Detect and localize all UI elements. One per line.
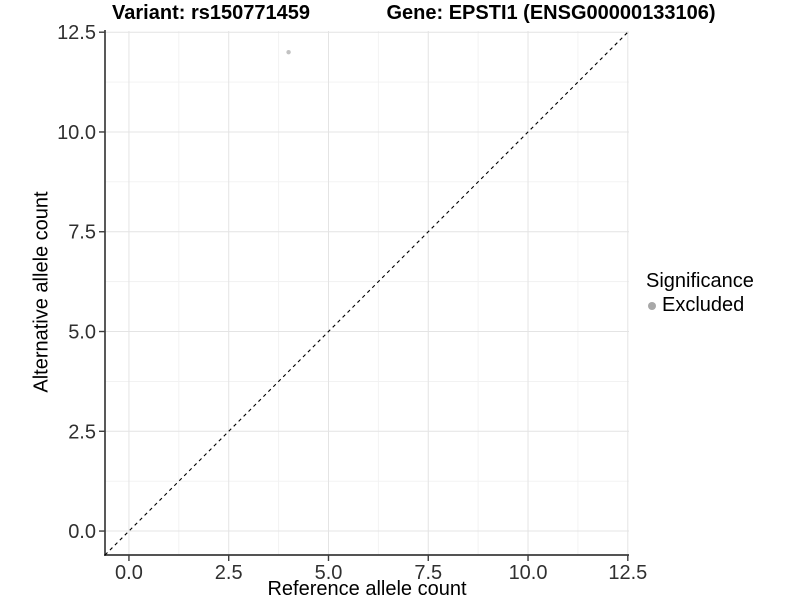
data-point — [286, 49, 291, 55]
y-tick-label: 12.5 — [57, 22, 96, 44]
axis-lines — [104, 30, 629, 556]
minor-gridlines — [105, 31, 629, 555]
x-tick-label: 0.0 — [115, 562, 143, 584]
x-tick-label: 2.5 — [215, 562, 243, 584]
x-axis-title: Reference allele count — [267, 578, 467, 600]
x-tick-label: 10.0 — [509, 562, 548, 584]
y-tick-label: 10.0 — [57, 122, 96, 144]
legend-item-excluded: Excluded — [646, 294, 754, 317]
y-tick-label: 0.0 — [68, 521, 96, 543]
y-tick-label: 2.5 — [68, 421, 96, 443]
legend: Significance Excluded — [646, 270, 754, 317]
x-tick-label: 5.0 — [315, 562, 343, 584]
tick-marks — [99, 31, 629, 561]
y-tick-label: 5.0 — [68, 322, 96, 344]
tick-labels: 0.0 2.5 5.0 7.5 10.0 12.5 0.0 2.5 5.0 7.5 10.0 12.5 — [57, 22, 647, 584]
x-tick-label: 12.5 — [608, 562, 647, 584]
legend-dot-icon — [648, 301, 656, 310]
y-tick-label: 7.5 — [68, 222, 96, 244]
identity-line — [104, 30, 630, 556]
variant-title: Variant: rs150771459 — [112, 2, 310, 24]
identity-reference-line — [104, 30, 630, 556]
legend-title: Significance — [646, 270, 754, 292]
legend-item-label: Excluded — [662, 294, 745, 316]
gene-title: Gene: EPSTI1 (ENSG00000133106) — [386, 2, 716, 24]
data-points — [286, 49, 291, 55]
major-gridlines — [105, 31, 629, 555]
x-tick-label: 7.5 — [414, 562, 442, 584]
